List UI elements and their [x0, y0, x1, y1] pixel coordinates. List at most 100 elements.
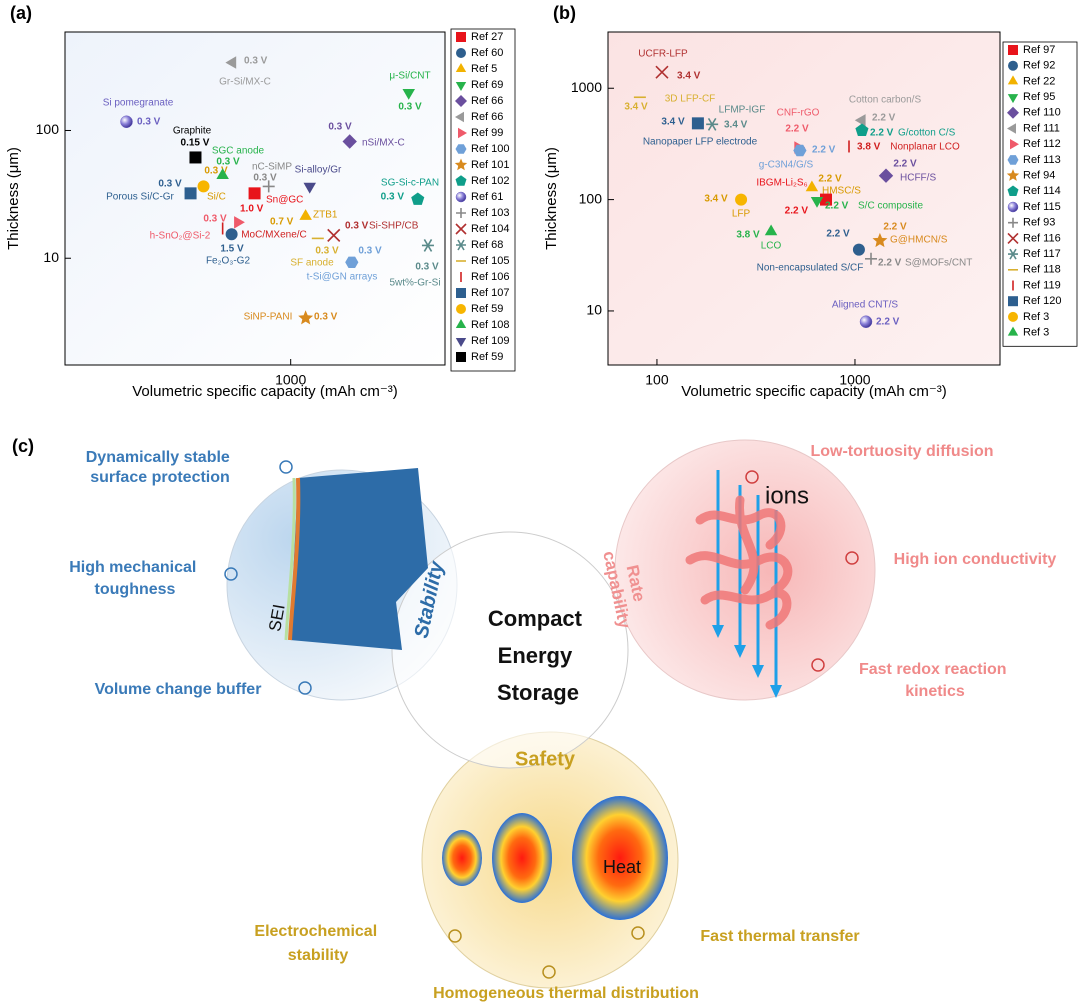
legend-marker	[455, 175, 467, 186]
y-tick-label: 1000	[571, 79, 602, 95]
point	[216, 168, 229, 179]
voltage-label: 0.3 V	[203, 214, 227, 225]
legend-marker	[1008, 248, 1018, 260]
legend-marker	[456, 352, 466, 362]
point	[865, 252, 878, 265]
legend-label: Ref 3	[1023, 327, 1049, 339]
voltage-label: 0.7 V	[270, 217, 294, 228]
x-tick-label: 100	[645, 372, 669, 388]
point-label: Aligned CNT/S	[832, 300, 898, 311]
point-label: G/cotton C/S	[898, 128, 956, 139]
legend-marker	[455, 338, 467, 347]
feature: High ion conductivity	[894, 551, 1057, 568]
legend-marker	[455, 319, 467, 328]
legend-label: Ref 22	[1023, 75, 1055, 87]
legend-marker	[1007, 185, 1019, 196]
legend-label: Ref 100	[471, 143, 510, 155]
legend-marker	[1008, 296, 1018, 307]
point	[184, 187, 197, 200]
x-tick-label: 1000	[839, 372, 870, 388]
point-label: Si-alloy/Gr	[295, 165, 342, 176]
point-label: LCO	[761, 241, 782, 252]
voltage-label: 2.2 V	[825, 201, 849, 212]
voltage-label: 3.4 V	[661, 117, 685, 128]
point-label: HMSC/S	[822, 186, 861, 197]
point	[735, 193, 748, 206]
heat-blob	[492, 813, 552, 903]
legend-label: Ref 59	[471, 351, 503, 363]
legend-label: Ref 116	[1023, 232, 1061, 244]
voltage-label: 2.2 V	[883, 222, 907, 233]
center-line: Energy	[498, 643, 573, 668]
voltage-label: 2.2 V	[878, 258, 902, 269]
feature-line: Fast redox reaction	[859, 661, 1007, 678]
point-label: HCFF/S	[900, 173, 936, 184]
feature-dot	[298, 681, 312, 695]
voltage-label: 0.3 V	[244, 56, 268, 67]
heat-blob	[442, 830, 482, 886]
legend-marker	[456, 48, 466, 58]
legend-label: Ref 99	[471, 127, 503, 139]
panel-label: (c)	[12, 436, 34, 456]
point	[859, 315, 873, 328]
legend-marker	[455, 95, 467, 107]
point	[234, 216, 245, 229]
legend-label: Ref 66	[471, 95, 503, 107]
legend-marker	[1007, 155, 1019, 165]
point-label: Fe₂O₃-G2	[206, 256, 251, 267]
point	[819, 193, 832, 206]
legend-label: Ref 113	[1023, 154, 1061, 166]
panel-label: (a)	[10, 3, 32, 23]
arrow-heads	[712, 625, 782, 698]
point-label: UCFR-LFP	[638, 49, 688, 60]
voltage-label: 2.2 V	[826, 229, 850, 240]
point-label: g-C3N4/G/S	[759, 160, 814, 171]
voltage-label: 2.2 V	[812, 145, 836, 156]
legend-label: Ref 115	[1023, 201, 1061, 213]
point	[299, 209, 312, 220]
legend-label: Ref 93	[1023, 217, 1055, 229]
legend-marker	[454, 158, 468, 171]
legend-label: Ref 27	[471, 31, 503, 43]
voltage-label: 0.3 V	[358, 246, 382, 257]
legend-label: Ref 59	[471, 303, 503, 315]
point	[411, 192, 425, 205]
center-line: Compact	[488, 606, 583, 631]
electrode	[290, 468, 428, 650]
feature-line: kinetics	[905, 683, 965, 700]
point-label: SG-Si-c-PAN	[381, 178, 439, 189]
legend-marker	[1007, 94, 1019, 104]
legend-label: Ref 110	[1023, 107, 1061, 119]
point-label: Porous Si/C-Gr	[106, 192, 174, 203]
point	[852, 243, 865, 256]
legend-label: Ref 68	[471, 239, 503, 251]
y-tick-label: 100	[579, 190, 603, 206]
point	[225, 56, 237, 69]
feature: Fast thermal transfer	[700, 928, 859, 945]
point	[805, 180, 819, 192]
point-label: Gr-Si/MX-C	[219, 77, 271, 88]
voltage-label: 3.4 V	[704, 194, 728, 205]
sei-layer	[284, 477, 296, 641]
y-tick-label: 10	[586, 302, 602, 318]
point-label: LFP	[732, 209, 751, 220]
feature-dot	[745, 470, 759, 484]
feature-dot	[631, 926, 645, 940]
heat-label: Heat	[603, 857, 641, 877]
point	[262, 180, 275, 193]
point-label: ZTB1	[313, 210, 338, 221]
feature-line: stability	[288, 947, 349, 964]
voltage-label: 1.5 V	[220, 244, 244, 255]
voltage-label: 0.3 V	[328, 122, 352, 133]
point-label: Nanopaper LFP electrode	[643, 137, 758, 148]
point-label: Si pomegranate	[103, 98, 174, 109]
voltage-label: 3.4 V	[724, 120, 748, 131]
feature-dot	[845, 551, 859, 565]
voltage-label: 0.3 V	[415, 262, 439, 273]
point-label: μ-Si/CNT	[389, 71, 430, 82]
legend-label: Ref 106	[471, 271, 510, 283]
legend-marker	[1007, 123, 1016, 134]
point	[197, 180, 210, 193]
y-tick-label: 10	[43, 249, 59, 265]
